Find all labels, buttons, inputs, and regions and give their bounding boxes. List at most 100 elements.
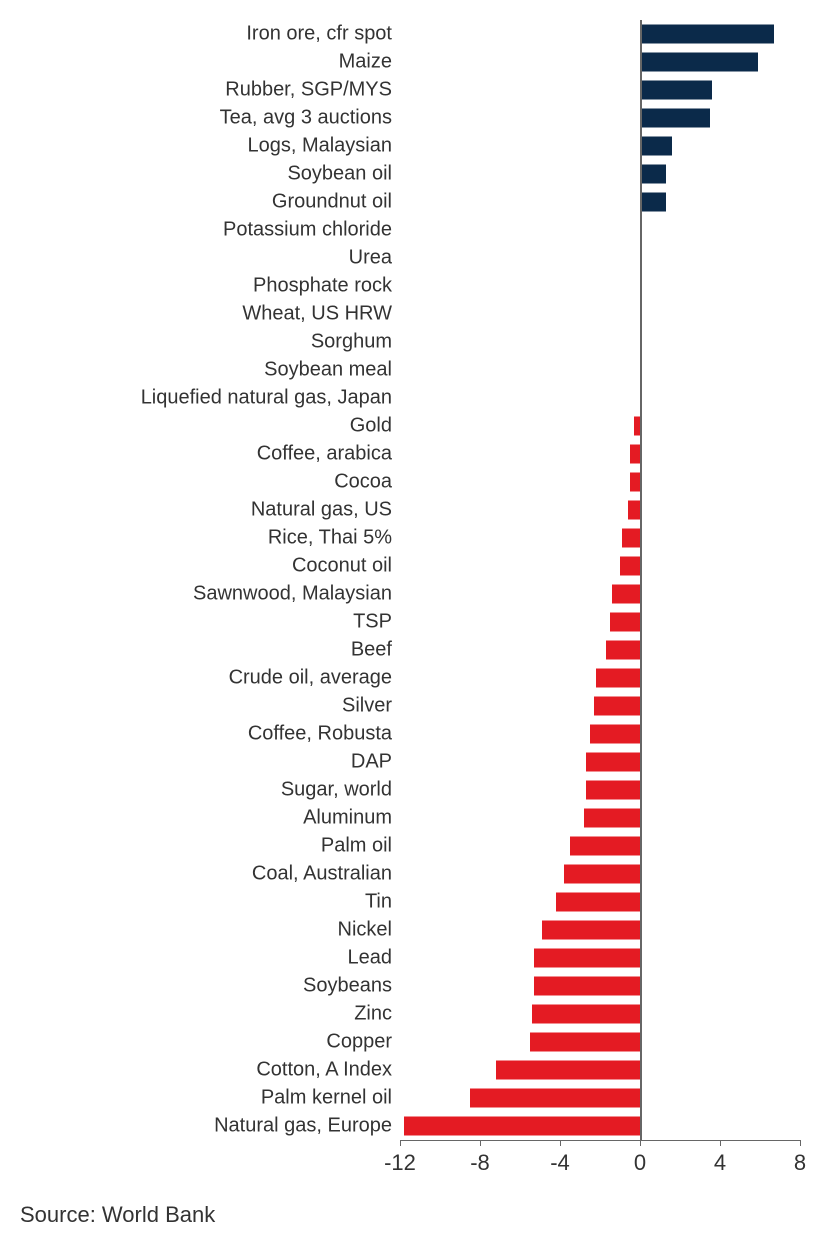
bar-row: Beef	[400, 636, 800, 664]
bar-row: Urea	[400, 244, 800, 272]
bar-label: Logs, Malaysian	[247, 135, 392, 158]
bar-label: Gold	[350, 415, 392, 438]
bar-label: Cocoa	[334, 471, 392, 494]
bar-label: Tea, avg 3 auctions	[220, 107, 392, 130]
bar-label: Sorghum	[311, 331, 392, 354]
bar-row: Potassium chloride	[400, 216, 800, 244]
bar-row: Groundnut oil	[400, 188, 800, 216]
bar	[640, 81, 712, 100]
bar-label: Soybean oil	[287, 163, 392, 186]
bar	[470, 1089, 640, 1108]
bar	[640, 25, 774, 44]
bar-label: Iron ore, cfr spot	[246, 23, 392, 46]
bar	[534, 949, 640, 968]
bar-row: Aluminum	[400, 804, 800, 832]
plot-area: Iron ore, cfr spotMaizeRubber, SGP/MYSTe…	[400, 20, 800, 1140]
bar-label: Liquefied natural gas, Japan	[141, 387, 392, 410]
bar	[584, 809, 640, 828]
bar-label: Nickel	[338, 919, 392, 942]
bar-label: Sugar, world	[281, 779, 392, 802]
bar-label: Coconut oil	[292, 555, 392, 578]
x-tick-label: 8	[794, 1150, 806, 1176]
bar-label: Maize	[339, 51, 392, 74]
bar	[532, 1005, 640, 1024]
bar-label: Sawnwood, Malaysian	[193, 583, 392, 606]
x-tick	[400, 1140, 401, 1146]
bar-row: Rubber, SGP/MYS	[400, 76, 800, 104]
bar-row: Cotton, A Index	[400, 1056, 800, 1084]
bar-row: Nickel	[400, 916, 800, 944]
x-tick-label: -8	[470, 1150, 490, 1176]
bar-label: Lead	[348, 947, 393, 970]
bar-row: Coal, Australian	[400, 860, 800, 888]
bar-label: Coffee, arabica	[257, 443, 392, 466]
bar-label: Aluminum	[303, 807, 392, 830]
bar-row: DAP	[400, 748, 800, 776]
bar-row: Palm kernel oil	[400, 1084, 800, 1112]
bar-row: Lead	[400, 944, 800, 972]
bar	[640, 137, 672, 156]
bar	[596, 669, 640, 688]
bar-row: Liquefied natural gas, Japan	[400, 384, 800, 412]
x-tick-label: 4	[714, 1150, 726, 1176]
bar-label: Zinc	[354, 1003, 392, 1026]
bar-label: Coffee, Robusta	[248, 723, 392, 746]
bar-label: Potassium chloride	[223, 219, 392, 242]
bar-row: Natural gas, US	[400, 496, 800, 524]
bar-row: Cocoa	[400, 468, 800, 496]
bar	[496, 1061, 640, 1080]
bar	[606, 641, 640, 660]
bar-row: Sugar, world	[400, 776, 800, 804]
bar-row: Sawnwood, Malaysian	[400, 580, 800, 608]
bar-row: Crude oil, average	[400, 664, 800, 692]
commodity-price-chart: Iron ore, cfr spotMaizeRubber, SGP/MYSTe…	[20, 20, 802, 1180]
x-tick	[800, 1140, 801, 1146]
bar	[630, 473, 640, 492]
bar-label: Beef	[351, 639, 392, 662]
bar	[542, 921, 640, 940]
bar-label: Urea	[349, 247, 392, 270]
bar-row: Soybeans	[400, 972, 800, 1000]
bar	[404, 1117, 640, 1136]
bar-label: Rice, Thai 5%	[268, 527, 392, 550]
bar-label: Copper	[326, 1031, 392, 1054]
bar-row: Rice, Thai 5%	[400, 524, 800, 552]
bar	[630, 445, 640, 464]
x-tick-label: 0	[634, 1150, 646, 1176]
bar-row: Tea, avg 3 auctions	[400, 104, 800, 132]
bar-row: Palm oil	[400, 832, 800, 860]
bar	[556, 893, 640, 912]
bar	[534, 977, 640, 996]
bar-label: Phosphate rock	[253, 275, 392, 298]
bar-row: Soybean oil	[400, 160, 800, 188]
bar	[612, 585, 640, 604]
bar-row: Gold	[400, 412, 800, 440]
bar-label: Groundnut oil	[272, 191, 392, 214]
bar-label: Rubber, SGP/MYS	[225, 79, 392, 102]
x-axis: -12-8-4048	[400, 1140, 800, 1141]
bar	[590, 725, 640, 744]
bar-row: Wheat, US HRW	[400, 300, 800, 328]
bar	[622, 529, 640, 548]
bar-row: Zinc	[400, 1000, 800, 1028]
source-attribution: Source: World Bank	[20, 1202, 215, 1228]
bar-row: Sorghum	[400, 328, 800, 356]
bar	[530, 1033, 640, 1052]
bar	[640, 109, 710, 128]
bar-label: Crude oil, average	[229, 667, 392, 690]
bar	[586, 753, 640, 772]
bar-label: Natural gas, US	[251, 499, 392, 522]
bar-row: Coffee, arabica	[400, 440, 800, 468]
bar-label: Soybeans	[303, 975, 392, 998]
bar-label: Soybean meal	[264, 359, 392, 382]
bar-row: Phosphate rock	[400, 272, 800, 300]
bar	[610, 613, 640, 632]
bar	[570, 837, 640, 856]
bar	[640, 165, 666, 184]
bar-row: Copper	[400, 1028, 800, 1056]
bar-row: Iron ore, cfr spot	[400, 20, 800, 48]
x-tick	[480, 1140, 481, 1146]
bar-label: Wheat, US HRW	[242, 303, 392, 326]
zero-axis-line	[640, 20, 642, 1140]
bar-label: Palm oil	[321, 835, 392, 858]
